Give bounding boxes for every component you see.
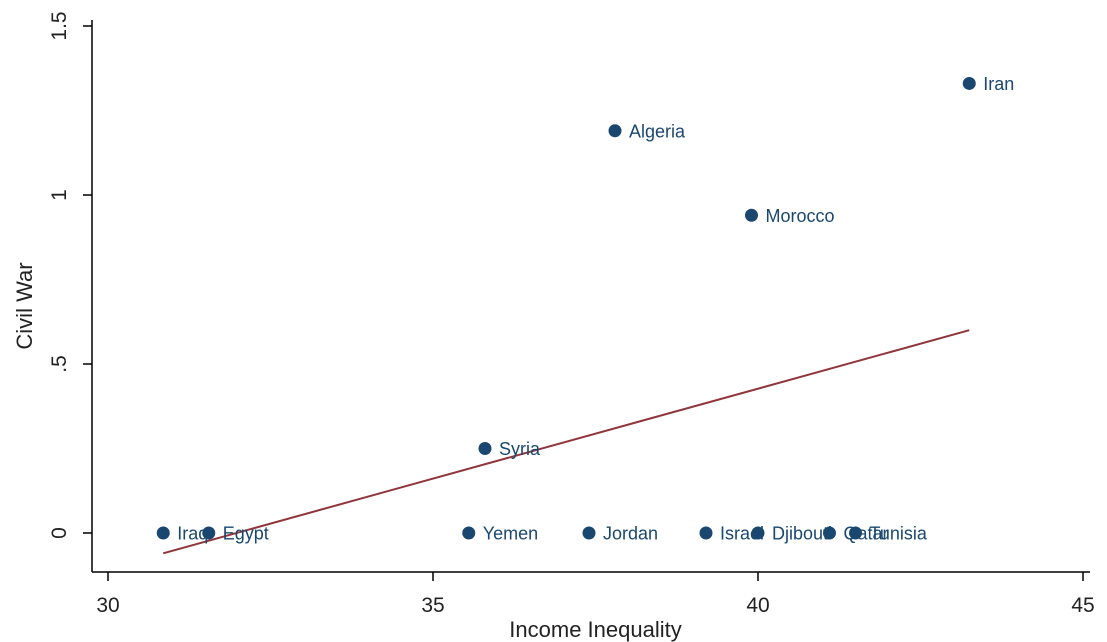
y-tick-label: 0 <box>48 527 71 539</box>
x-tick-label: 35 <box>421 594 444 617</box>
point-label: Jordan <box>603 524 658 544</box>
x-tick-label: 30 <box>96 594 119 617</box>
point-label: Syria <box>499 439 541 459</box>
point-label: Israel <box>720 524 764 544</box>
data-point <box>751 526 765 540</box>
point-label: Iraq <box>177 524 208 544</box>
point-label: Yemen <box>483 524 538 544</box>
point-label: Morocco <box>766 206 835 226</box>
point-label: Tunisia <box>870 524 928 544</box>
point-label: Algeria <box>629 121 686 141</box>
data-points: Iraq Egypt Yemen Syria Jordan Algeria Israel Mo… <box>156 74 1014 544</box>
data-point <box>156 526 170 540</box>
point-label: Egypt <box>223 524 269 544</box>
data-point <box>202 526 216 540</box>
data-point <box>462 526 476 540</box>
data-point <box>699 526 713 540</box>
x-tick-label: 40 <box>746 594 769 617</box>
x-axis-ticks: 30 35 40 45 <box>96 572 1095 617</box>
plot-area: 0 .5 1 1.5 30 35 40 45 Iraq Egypt Yemen Syria Jord… <box>48 11 1095 617</box>
y-tick-label: .5 <box>48 355 71 373</box>
x-tick-label: 45 <box>1071 594 1094 617</box>
data-point <box>582 526 596 540</box>
point-label: Djibouti <box>772 524 832 544</box>
y-tick-label: 1 <box>48 189 71 201</box>
point-label: Iran <box>983 74 1014 94</box>
data-point <box>962 76 976 90</box>
y-tick-label: 1.5 <box>48 11 71 40</box>
data-point <box>478 442 492 455</box>
data-point <box>849 526 862 540</box>
y-axis-ticks: 0 .5 1 1.5 <box>48 11 92 539</box>
x-axis-title: Income Inequality <box>509 617 681 642</box>
data-point <box>608 124 622 138</box>
data-point <box>745 208 758 222</box>
y-axis-title: Civil War <box>12 262 37 349</box>
fitted-line <box>162 329 970 555</box>
data-point <box>823 526 836 540</box>
